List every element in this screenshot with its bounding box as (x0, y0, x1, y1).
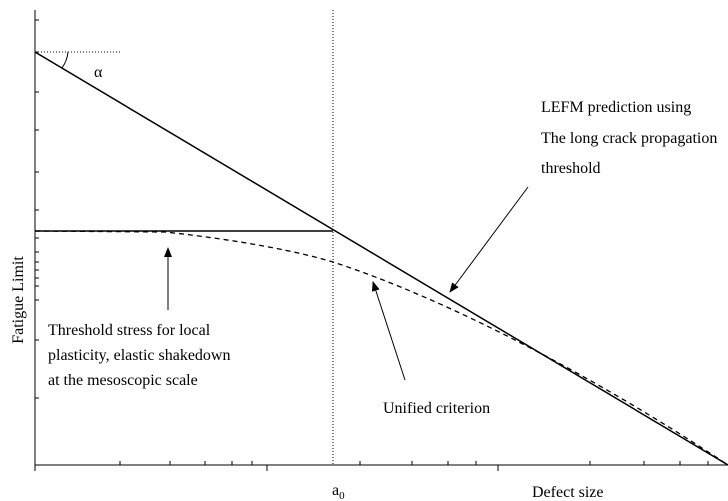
threshold-label: at the mesoscopic scale (48, 372, 198, 389)
y-axis-label: Fatigue Limit (10, 256, 27, 344)
angle-arc (61, 51, 69, 69)
unified-curve (34, 230, 728, 466)
critical-size-base: a (332, 482, 339, 499)
lefm-arrow (449, 186, 529, 293)
critical-size-label: a0 (332, 482, 345, 501)
threshold-label: plasticity, elastic shakedown (48, 347, 230, 364)
lefm-label: The long crack propagation (541, 130, 717, 147)
x-ticks (34, 461, 709, 471)
threshold-label: Threshold stress for local (48, 322, 211, 339)
lefm-label: threshold (541, 160, 601, 177)
critical-size-sub: 0 (339, 490, 345, 501)
unified-label: Unified criterion (383, 400, 490, 417)
y-ticks (35, 19, 39, 399)
axes (34, 10, 728, 471)
lefm-line (34, 51, 728, 466)
x-axis-label: Defect size (532, 484, 604, 501)
unified-arrow (371, 281, 406, 381)
lefm-label: LEFM prediction using (541, 99, 691, 116)
angle-label: α (94, 64, 103, 81)
